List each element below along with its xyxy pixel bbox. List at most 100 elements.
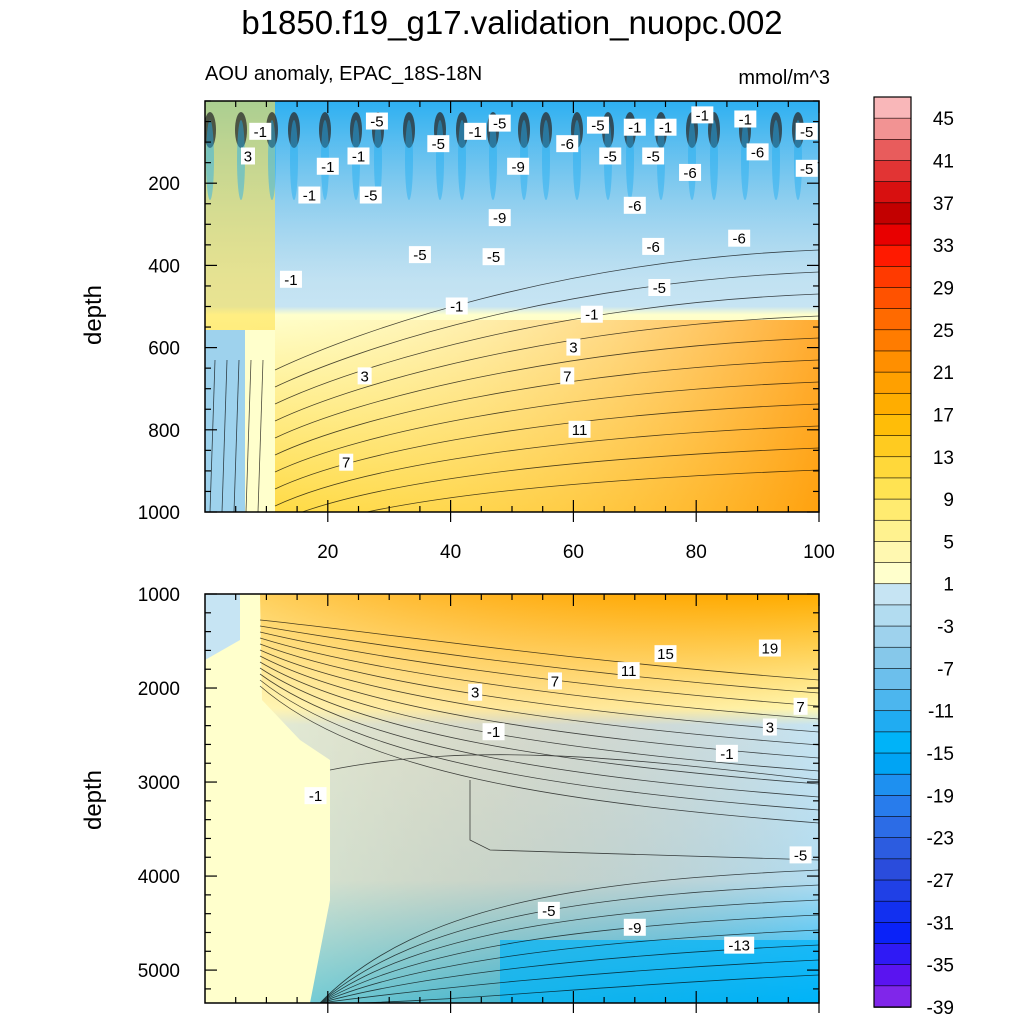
- contour-label-box: [642, 147, 665, 165]
- colorbar-swatch: [873, 244, 912, 268]
- spike-mark: [770, 112, 782, 148]
- contour-label: -1: [304, 787, 327, 805]
- contour-label-text: 11: [572, 422, 588, 439]
- contour-label-box: [679, 163, 702, 181]
- contour-label-text: -5: [653, 280, 666, 297]
- contour-label-text: -5: [364, 188, 377, 205]
- colorbar-swatch: [873, 435, 912, 458]
- contour-line: [257, 359, 264, 512]
- contour-label-box: [728, 229, 751, 247]
- contour-label-box: [298, 186, 321, 204]
- y-tick-label: 5000: [138, 961, 180, 982]
- contour-label: -5: [648, 279, 671, 297]
- contour-label-box: [279, 270, 302, 288]
- contour-label-text: -5: [413, 247, 426, 264]
- contour-label-box: [599, 147, 622, 165]
- colorbar-swatch: [873, 223, 912, 246]
- spike-tail: [626, 120, 634, 200]
- contour-label-box: [617, 662, 640, 680]
- contour-label: 7: [793, 697, 808, 716]
- contour-label-box: [365, 112, 388, 130]
- colorbar-label: 17: [933, 405, 954, 426]
- contour-label: -6: [728, 229, 751, 248]
- contour-label-text: 7: [551, 673, 559, 690]
- contour-label: -1: [464, 122, 487, 141]
- contour-label-box: [556, 135, 579, 153]
- contour-label-box: [623, 918, 646, 936]
- contour-line: [245, 359, 252, 512]
- colorbar-swatch: [873, 816, 912, 839]
- upper-field-warm: [205, 320, 819, 512]
- contour-label-text: -1: [321, 159, 334, 176]
- colorbar-swatch: [873, 329, 912, 352]
- contour-label: -9: [623, 918, 646, 937]
- contour-label-text: 11: [621, 663, 637, 680]
- contour-label: -5: [789, 846, 812, 864]
- contour-label: -1: [298, 186, 321, 205]
- contour-label-box: [691, 106, 714, 124]
- colorbar-swatch: [873, 731, 912, 754]
- y-tick-label: 3000: [138, 773, 180, 794]
- spike-tail: [688, 120, 696, 200]
- y-tick-label: 800: [148, 421, 180, 442]
- lower-light-band: [205, 594, 330, 1003]
- spike-tail: [489, 120, 497, 200]
- contour-label-text: -5: [800, 161, 813, 178]
- x-tick-label: 60: [563, 542, 584, 563]
- contour-label-box: [468, 683, 483, 701]
- colorbar-swatch: [873, 414, 912, 437]
- colorbar-label: 45: [933, 109, 954, 130]
- colorbar-label: 1: [943, 575, 954, 596]
- colorbar-label: -7: [937, 659, 954, 680]
- contour-label-text: 3: [766, 720, 774, 737]
- contour-label-text: -6: [683, 165, 696, 182]
- contour-line: [274, 359, 819, 456]
- colorbar-label: -11: [928, 702, 954, 723]
- colorbar-swatch: [873, 943, 912, 966]
- contour-label: -1: [347, 147, 370, 165]
- colorbar-swatch: [873, 456, 912, 479]
- contour-label: -5: [795, 159, 818, 178]
- colorbar-swatch: [873, 964, 912, 987]
- contour-label-text: -1: [309, 788, 322, 805]
- contour-label-text: -1: [739, 111, 752, 128]
- contour-label-box: [789, 846, 812, 864]
- spike-mark: [518, 112, 530, 148]
- contour-label-box: [249, 122, 272, 140]
- contour-label: -5: [795, 122, 818, 141]
- contour-label: -1: [623, 118, 646, 137]
- colorbar-label: -39: [927, 998, 954, 1019]
- contour-label: -5: [359, 186, 382, 205]
- contour-label-box: [746, 143, 769, 161]
- contour-label-text: -1: [628, 120, 641, 137]
- colorbar-swatch: [873, 837, 912, 860]
- contour-label-box: [724, 936, 755, 954]
- colorbar-label: -35: [927, 956, 954, 977]
- contour-label-text: -5: [647, 148, 660, 165]
- contour-line: [274, 425, 819, 507]
- contour-label: -6: [746, 143, 769, 161]
- colorbar-label: -31: [927, 913, 954, 934]
- contour-label-box: [359, 186, 382, 204]
- contour-label-text: -1: [487, 724, 500, 741]
- spike-tail: [542, 120, 550, 200]
- contour-label-text: -5: [604, 148, 617, 165]
- contour-label-box: [795, 159, 818, 177]
- contour-label-box: [445, 297, 468, 315]
- contour-label-box: [408, 246, 431, 264]
- contour-label-box: [586, 116, 609, 134]
- contour-label-box: [566, 338, 581, 356]
- colorbar-swatch: [873, 477, 912, 500]
- contour-line: [274, 315, 819, 422]
- colorbar-label: 25: [933, 321, 954, 342]
- contour-label-box: [537, 901, 560, 919]
- contour-label-text: 3: [471, 685, 479, 702]
- x-tick-label: 40: [440, 542, 461, 563]
- contour-label-box: [357, 367, 372, 385]
- contour-label: 11: [568, 420, 591, 439]
- contour-line: [274, 293, 819, 405]
- contour-label: 3: [762, 718, 777, 737]
- contour-line: [319, 914, 819, 1003]
- spike-mark: [319, 112, 331, 148]
